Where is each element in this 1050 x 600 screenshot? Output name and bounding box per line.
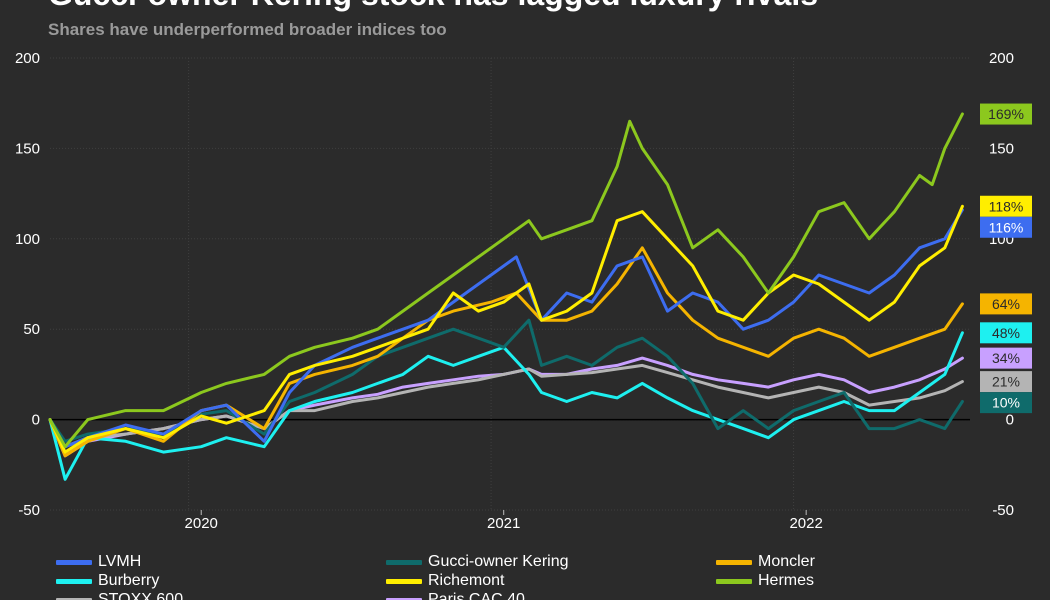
legend-item-richemont: Richemont [386,571,504,591]
legend-item-lvmh: LVMH [56,552,141,572]
legend-swatch [386,578,422,584]
end-labels: 169% 118% 116% 64% 48% 34% 21% 10% [980,103,1032,414]
x-tick-label: 2021 [487,515,520,532]
y-tick-label-right: 0 [1006,412,1014,429]
end-label-text: 64% [992,296,1020,312]
end-label-box [980,322,1032,344]
end-label-paris-cac-40: 34% [980,347,1032,369]
end-label-box [980,392,1032,414]
series-line-richemont [48,204,964,454]
legend: LVMH Gucci-owner Kering Moncler Burberry Ric… [56,552,1016,600]
end-label-text: 10% [992,395,1020,411]
grid [50,57,970,511]
legend-label: Paris CAC 40 [428,591,525,600]
series-line-lvmh [48,208,964,449]
y-tick-label-left: 150 [15,140,40,157]
legend-item-gucci-owner-kering: Gucci-owner Kering [386,552,569,572]
series-line-gucci-owner-kering [48,318,964,443]
legend-label: Moncler [758,553,815,570]
y-tick-label-left: 200 [15,50,40,67]
end-label-stoxx-600: 21% [980,371,1032,393]
legend-label: Richemont [428,572,505,589]
end-label-text: 169% [988,106,1024,122]
y-tick-label-right: -50 [992,502,1014,519]
end-label-box [980,347,1032,369]
end-label-box [980,293,1032,315]
end-label-box [980,103,1032,125]
end-label-lvmh: 116% [980,216,1032,238]
y-tick-label-left: -50 [18,502,40,519]
end-label-box [980,195,1032,217]
end-label-gucci-owner-kering: 10% [980,392,1032,414]
legend-swatch [56,597,92,600]
end-label-richemont: 118% [980,195,1032,217]
end-label-text: 21% [992,374,1020,390]
end-label-text: 118% [989,198,1024,214]
series-lines [48,112,964,481]
legend-swatch [386,559,422,565]
end-label-hermes: 169% [980,103,1032,125]
series-line-burberry [48,331,964,481]
legend-swatch [716,559,752,565]
series-line-stoxx-600 [48,363,964,449]
y-tick-label-left: 100 [15,231,40,248]
legend-label: Burberry [98,572,160,589]
end-label-box [980,216,1032,238]
legend-item-stoxx-600: STOXX 600 [56,590,183,600]
legend-item-paris-cac-40: Paris CAC 40 [386,590,525,600]
legend-item-burberry: Burberry [56,571,159,591]
end-label-text: 48% [992,325,1020,341]
end-label-text: 116% [989,219,1024,235]
y-tick-label-right: 200 [989,50,1014,67]
series-line-hermes [48,112,964,449]
legend-swatch [56,578,92,584]
legend-label: Hermes [758,572,815,589]
y-tick-label-left: 50 [23,321,40,338]
legend-swatch [56,559,92,565]
legend-label: LVMH [98,553,142,570]
legend-swatch [716,578,752,584]
legend-swatch [386,597,422,600]
x-tick-label: 2020 [185,515,218,532]
x-tick-label: 2022 [789,515,822,532]
chart-title: Gucci-owner Kering stock has lagged luxu… [48,0,818,13]
end-label-burberry: 48% [980,322,1032,344]
axes: -50-500050501001001501502002002020202120… [15,50,1014,532]
chart-subtitle: Shares have underperformed broader indic… [48,20,447,39]
legend-item-hermes: Hermes [716,571,814,591]
legend-item-moncler: Moncler [716,552,815,572]
legend-label: STOXX 600 [98,591,184,600]
end-label-box [980,371,1032,393]
legend-label: Gucci-owner Kering [428,553,569,570]
y-tick-label-left: 0 [32,412,40,429]
y-tick-label-right: 150 [989,140,1014,157]
end-label-moncler: 64% [980,293,1032,315]
end-label-text: 34% [992,350,1020,366]
